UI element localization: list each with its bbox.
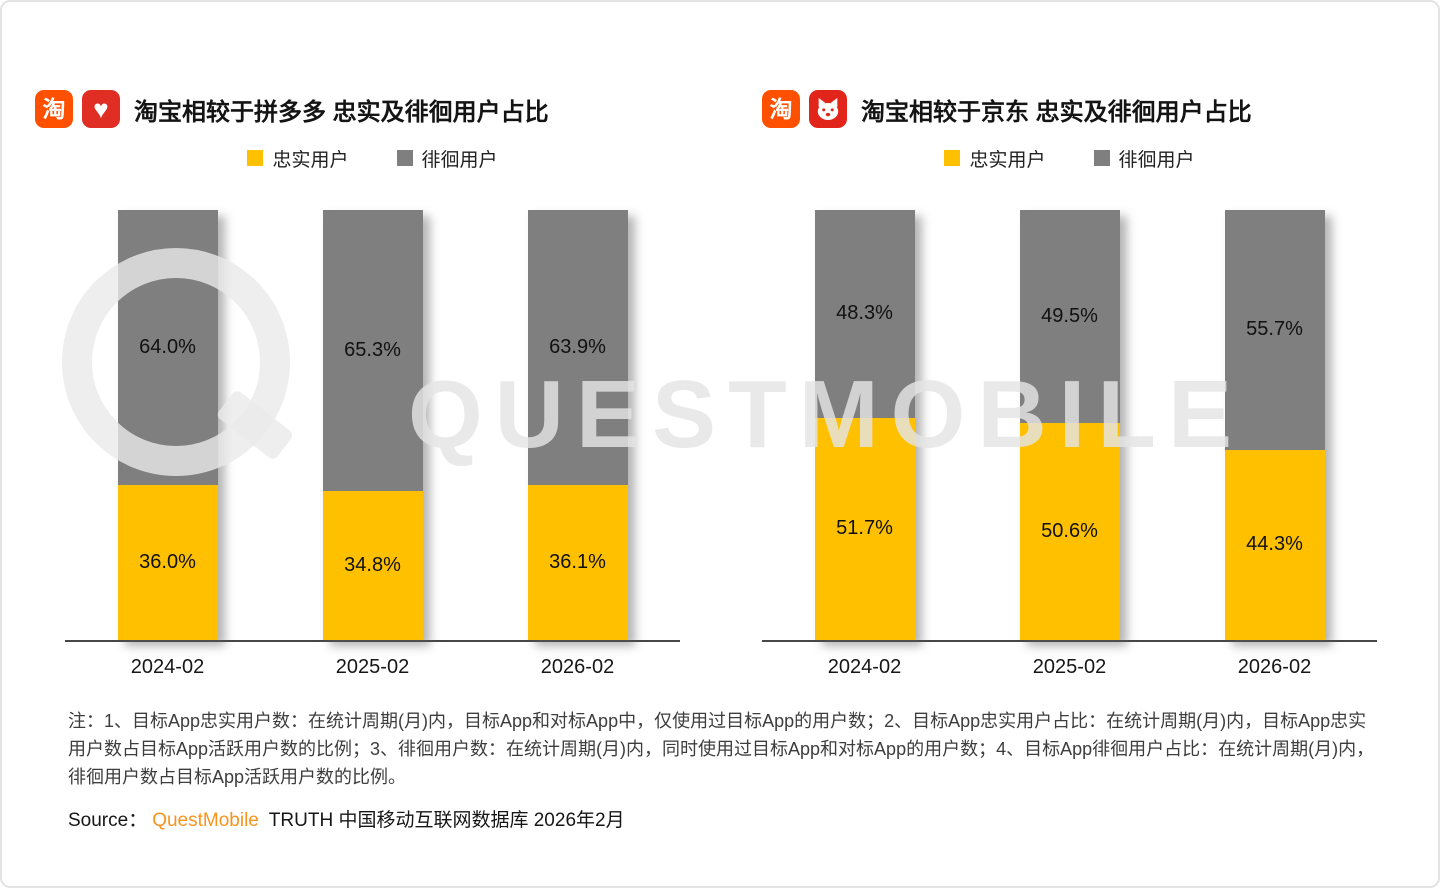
x-axis-label: 2025-02 <box>335 656 410 678</box>
loyal-segment: 44.3% <box>1224 449 1325 640</box>
x-axis-labels: 2024-02 2025-02 2026-02 <box>762 642 1377 679</box>
charts-row: 淘 ♥ 淘宝相较于拼多多 忠实及徘徊用户占比 忠实用户 徘徊用户 64.0% 36… <box>35 88 1377 679</box>
jd-app-icon <box>809 90 847 128</box>
pinduoduo-app-icon: ♥ <box>82 90 120 128</box>
wander-segment: 65.3% <box>322 210 423 491</box>
legend-label-wander: 徘徊用户 <box>421 149 498 171</box>
legend: 忠实用户 徘徊用户 <box>762 145 1377 172</box>
wander-value-label: 48.3% <box>836 302 893 325</box>
legend-label-loyal: 忠实用户 <box>969 149 1046 171</box>
legend-item-loyal: 忠实用户 <box>247 145 349 172</box>
x-axis-label: 2024-02 <box>130 656 205 678</box>
loyal-segment: 36.0% <box>117 485 218 640</box>
legend-item-loyal: 忠实用户 <box>944 145 1046 172</box>
wander-segment: 63.9% <box>527 210 628 485</box>
source-line: Source： QuestMobile TRUTH 中国移动互联网数据库 2026… <box>68 805 1380 832</box>
wander-segment: 64.0% <box>117 210 218 486</box>
x-axis-label: 2026-02 <box>540 656 615 678</box>
taobao-app-icon: 淘 <box>35 90 73 128</box>
jd-dog-icon <box>817 97 839 121</box>
loyal-value-label: 36.1% <box>549 550 606 573</box>
legend: 忠实用户 徘徊用户 <box>65 145 680 172</box>
stacked-bar: 63.9% 36.1% <box>527 210 628 640</box>
loyal-segment: 50.6% <box>1019 422 1120 640</box>
legend-swatch-wander <box>1093 150 1110 166</box>
chart-title: 淘宝相较于拼多多 忠实及徘徊用户占比 <box>134 98 549 126</box>
loyal-segment: 34.8% <box>322 490 423 640</box>
loyal-value-label: 36.0% <box>139 551 196 574</box>
stacked-bar: 55.7% 44.3% <box>1224 210 1325 640</box>
stacked-bar: 49.5% 50.6% <box>1019 210 1120 640</box>
wander-value-label: 64.0% <box>139 336 196 359</box>
legend-item-wander: 徘徊用户 <box>396 145 498 172</box>
legend-label-loyal: 忠实用户 <box>272 149 349 171</box>
legend-label-wander: 徘徊用户 <box>1118 149 1195 171</box>
loyal-value-label: 44.3% <box>1246 533 1303 556</box>
loyal-segment: 36.1% <box>527 484 628 640</box>
legend-item-wander: 徘徊用户 <box>1093 145 1195 172</box>
taobao-app-icon: 淘 <box>762 90 800 128</box>
loyal-value-label: 34.8% <box>344 553 401 576</box>
loyal-value-label: 51.7% <box>836 517 893 540</box>
plot-area: 48.3% 51.7% 49.5% 50.6% 55.7% 44.3% <box>762 210 1377 642</box>
plot-area: 64.0% 36.0% 65.3% 34.8% 63.9% 36.1% <box>65 210 680 642</box>
stacked-bar: 64.0% 36.0% <box>117 210 218 640</box>
legend-swatch-loyal <box>247 150 264 166</box>
wander-segment: 55.7% <box>1224 210 1325 450</box>
chart-taobao-vs-pinduoduo: 淘 ♥ 淘宝相较于拼多多 忠实及徘徊用户占比 忠实用户 徘徊用户 64.0% 36… <box>35 88 680 679</box>
x-axis-label: 2024-02 <box>827 656 902 678</box>
wander-segment: 48.3% <box>814 210 915 418</box>
wander-value-label: 55.7% <box>1246 318 1303 341</box>
wander-value-label: 63.9% <box>549 335 606 358</box>
loyal-value-label: 50.6% <box>1041 519 1098 542</box>
wander-segment: 49.5% <box>1019 210 1120 423</box>
x-axis-labels: 2024-02 2025-02 2026-02 <box>65 642 680 679</box>
chart-title-row: 淘 ♥ 淘宝相较于拼多多 忠实及徘徊用户占比 <box>35 88 680 130</box>
x-axis-label: 2026-02 <box>1237 656 1312 678</box>
x-axis-label: 2025-02 <box>1032 656 1107 678</box>
chart-title-row: 淘 淘宝相较于京东 忠实及徘徊用户占比 <box>762 88 1377 130</box>
chart-title: 淘宝相较于京东 忠实及徘徊用户占比 <box>861 98 1252 126</box>
legend-swatch-loyal <box>944 150 961 166</box>
source-prefix: Source： <box>68 810 148 832</box>
source-rest: TRUTH 中国移动互联网数据库 2026年2月 <box>263 810 625 832</box>
stacked-bar: 48.3% 51.7% <box>814 210 915 640</box>
loyal-segment: 51.7% <box>814 417 915 640</box>
source-brand: QuestMobile <box>152 810 259 832</box>
chart-taobao-vs-jd: 淘 淘宝相较于京东 忠实及徘徊用户占比 忠实用户 <box>762 88 1377 679</box>
wander-value-label: 49.5% <box>1041 304 1098 327</box>
legend-swatch-wander <box>396 150 413 166</box>
wander-value-label: 65.3% <box>344 338 401 361</box>
footnote: 注：1、目标App忠实用户数：在统计周期(月)内，目标App和对标App中，仅使… <box>68 711 1375 788</box>
stacked-bar: 65.3% 34.8% <box>322 210 423 640</box>
